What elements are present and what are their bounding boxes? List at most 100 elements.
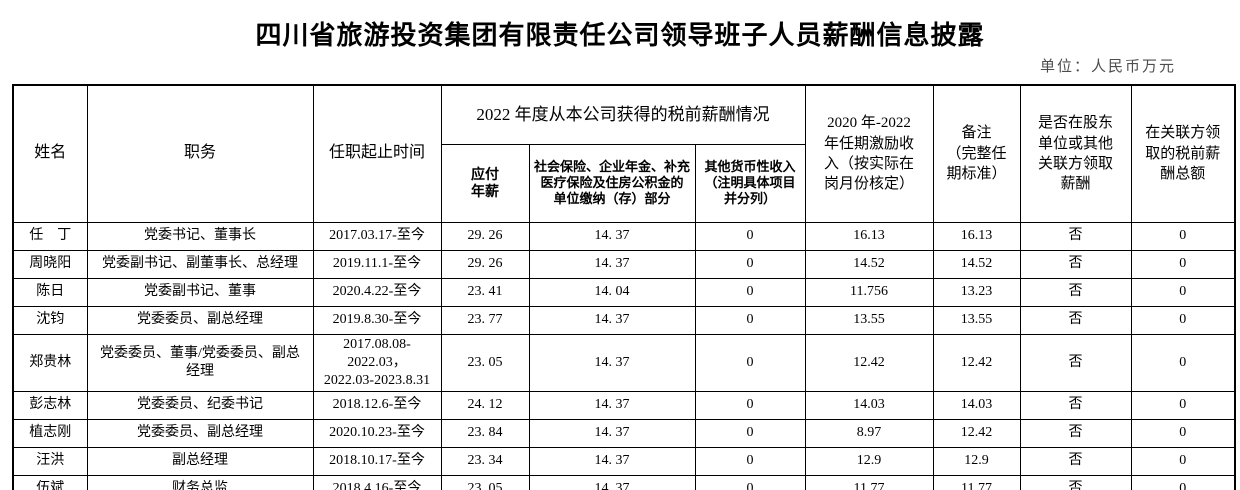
cell-name: 周晓阳 bbox=[12, 249, 88, 279]
cell-position: 党委副书记、董事 bbox=[86, 277, 314, 307]
cell-flag: 否 bbox=[1019, 249, 1132, 279]
header-related-party-flag: 是否在股东 单位或其他 关联方领取 薪酬 bbox=[1019, 84, 1132, 223]
cell-name: 彭志林 bbox=[12, 391, 88, 421]
header-2022-salary-group: 2022 年度从本公司获得的税前薪酬情况 bbox=[440, 84, 806, 145]
cell-payable: 23. 05 bbox=[440, 333, 530, 393]
cell-term: 2017.03.17-至今 bbox=[312, 221, 442, 251]
cell-remark: 14.52 bbox=[932, 249, 1021, 279]
header-incentive-income: 2020 年-2022 年任期激励收 入（按实际在 岗月份核定） bbox=[804, 84, 934, 223]
cell-related: 0 bbox=[1130, 305, 1236, 335]
table-row: 伍斌 财务总监 2018.4.16-至今 23. 05 14. 37 0 11.… bbox=[12, 475, 1236, 490]
cell-name: 郑贵林 bbox=[12, 333, 88, 393]
cell-flag: 否 bbox=[1019, 305, 1132, 335]
cell-flag: 否 bbox=[1019, 333, 1132, 393]
cell-related: 0 bbox=[1130, 221, 1236, 251]
table-row: 周晓阳 党委副书记、副董事长、总经理 2019.11.1-至今 29. 26 1… bbox=[12, 249, 1236, 279]
cell-payable: 23. 05 bbox=[440, 475, 530, 490]
unit-label: 单位：人民币万元 bbox=[1039, 59, 1176, 75]
cell-related: 0 bbox=[1130, 249, 1236, 279]
cell-remark: 16.13 bbox=[932, 221, 1021, 251]
cell-social: 14. 37 bbox=[528, 419, 696, 449]
cell-remark: 11.77 bbox=[932, 475, 1021, 490]
table-row: 彭志林 党委委员、纪委书记 2018.12.6-至今 24. 12 14. 37… bbox=[12, 391, 1236, 421]
cell-position: 党委委员、纪委书记 bbox=[86, 391, 314, 421]
table-row: 任 丁 党委书记、董事长 2017.03.17-至今 29. 26 14. 37… bbox=[12, 221, 1236, 251]
cell-name: 植志刚 bbox=[12, 419, 88, 449]
header-position: 职务 bbox=[86, 84, 314, 223]
cell-social: 14. 37 bbox=[528, 305, 696, 335]
table-row: 汪洪 副总经理 2018.10.17-至今 23. 34 14. 37 0 12… bbox=[12, 447, 1236, 477]
cell-incentive: 12.9 bbox=[804, 447, 934, 477]
cell-other: 0 bbox=[694, 221, 806, 251]
cell-social: 14. 37 bbox=[528, 447, 696, 477]
cell-social: 14. 04 bbox=[528, 277, 696, 307]
cell-incentive: 8.97 bbox=[804, 419, 934, 449]
cell-flag: 否 bbox=[1019, 221, 1132, 251]
cell-name: 沈钧 bbox=[12, 305, 88, 335]
cell-related: 0 bbox=[1130, 475, 1236, 490]
header-row-top: 姓名 职务 任职起止时间 2022 年度从本公司获得的税前薪酬情况 2020 年… bbox=[12, 84, 1236, 223]
header-related-party-amount: 在关联方领 取的税前薪 酬总额 bbox=[1130, 84, 1236, 223]
cell-position: 党委副书记、副董事长、总经理 bbox=[86, 249, 314, 279]
header-row-sub: 应付 年薪 社会保险、企业年金、补充 医疗保险及住房公积金的 单位缴纳（存）部分… bbox=[13, 143, 1235, 223]
cell-remark: 12.42 bbox=[932, 333, 1021, 393]
cell-position: 财务总监 bbox=[86, 475, 314, 490]
cell-term: 2020.4.22-至今 bbox=[312, 277, 442, 307]
header-remark: 备注 （完整任 期标准） bbox=[932, 84, 1021, 223]
cell-position: 副总经理 bbox=[86, 447, 314, 477]
cell-term: 2018.10.17-至今 bbox=[312, 447, 442, 477]
cell-flag: 否 bbox=[1019, 447, 1132, 477]
cell-term: 2019.11.1-至今 bbox=[312, 249, 442, 279]
cell-remark: 14.03 bbox=[932, 391, 1021, 421]
cell-position: 党委委员、副总经理 bbox=[86, 419, 314, 449]
cell-term: 2018.12.6-至今 bbox=[312, 391, 442, 421]
cell-incentive: 14.03 bbox=[804, 391, 934, 421]
cell-social: 14. 37 bbox=[528, 475, 696, 490]
cell-position: 党委书记、董事长 bbox=[86, 221, 314, 251]
table-row: 沈钧 党委委员、副总经理 2019.8.30-至今 23. 77 14. 37 … bbox=[12, 305, 1236, 335]
cell-other: 0 bbox=[694, 419, 806, 449]
cell-other: 0 bbox=[694, 277, 806, 307]
cell-name: 伍斌 bbox=[12, 475, 88, 490]
cell-other: 0 bbox=[694, 447, 806, 477]
cell-social: 14. 37 bbox=[528, 249, 696, 279]
cell-payable: 23. 41 bbox=[440, 277, 530, 307]
salary-disclosure-table: 姓名 职务 任职起止时间 2022 年度从本公司获得的税前薪酬情况 2020 年… bbox=[12, 84, 1237, 490]
cell-social: 14. 37 bbox=[528, 391, 696, 421]
header-social-insurance: 社会保险、企业年金、补充 医疗保险及住房公积金的 单位缴纳（存）部分 bbox=[528, 143, 696, 223]
cell-remark: 12.9 bbox=[932, 447, 1021, 477]
cell-term: 2018.4.16-至今 bbox=[312, 475, 442, 490]
cell-term: 2017.08.08-2022.03， 2022.03-2023.8.31 bbox=[312, 333, 442, 393]
cell-flag: 否 bbox=[1019, 391, 1132, 421]
cell-related: 0 bbox=[1130, 391, 1236, 421]
cell-remark: 13.55 bbox=[932, 305, 1021, 335]
cell-name: 汪洪 bbox=[12, 447, 88, 477]
cell-incentive: 13.55 bbox=[804, 305, 934, 335]
cell-incentive: 11.756 bbox=[804, 277, 934, 307]
cell-term: 2019.8.30-至今 bbox=[312, 305, 442, 335]
header-name: 姓名 bbox=[12, 84, 88, 223]
cell-payable: 23. 34 bbox=[440, 447, 530, 477]
cell-other: 0 bbox=[694, 391, 806, 421]
cell-position: 党委委员、副总经理 bbox=[86, 305, 314, 335]
cell-incentive: 16.13 bbox=[804, 221, 934, 251]
cell-incentive: 12.42 bbox=[804, 333, 934, 393]
cell-remark: 13.23 bbox=[932, 277, 1021, 307]
cell-other: 0 bbox=[694, 305, 806, 335]
cell-related: 0 bbox=[1130, 277, 1236, 307]
cell-incentive: 11.77 bbox=[804, 475, 934, 490]
table-row: 植志刚 党委委员、副总经理 2020.10.23-至今 23. 84 14. 3… bbox=[12, 419, 1236, 449]
cell-name: 陈日 bbox=[12, 277, 88, 307]
cell-name: 任 丁 bbox=[12, 221, 88, 251]
cell-flag: 否 bbox=[1019, 475, 1132, 490]
cell-position: 党委委员、董事/党委委员、副总 经理 bbox=[86, 333, 314, 393]
page-title: 四川省旅游投资集团有限责任公司领导班子人员薪酬信息披露 bbox=[255, 20, 985, 50]
cell-related: 0 bbox=[1130, 419, 1236, 449]
cell-payable: 29. 26 bbox=[440, 221, 530, 251]
cell-related: 0 bbox=[1130, 447, 1236, 477]
cell-incentive: 14.52 bbox=[804, 249, 934, 279]
cell-other: 0 bbox=[694, 249, 806, 279]
cell-payable: 23. 84 bbox=[440, 419, 530, 449]
cell-remark: 12.42 bbox=[932, 419, 1021, 449]
cell-payable: 24. 12 bbox=[440, 391, 530, 421]
